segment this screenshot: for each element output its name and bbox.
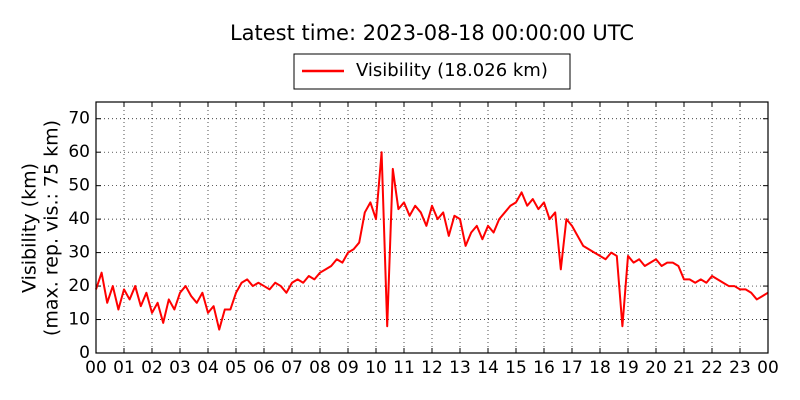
x-tick-label: 05 <box>225 358 247 378</box>
x-tick-label: 08 <box>309 358 331 378</box>
chart-title: Latest time: 2023-08-18 00:00:00 UTC <box>230 21 634 45</box>
y-tick-label: 20 <box>68 276 90 296</box>
x-tick-label: 03 <box>169 358 191 378</box>
x-tick-label: 15 <box>505 358 527 378</box>
data-line <box>95 151 769 331</box>
y-tick-label: 70 <box>68 109 90 129</box>
plot-frame <box>95 101 769 354</box>
legend-label: Visibility (18.026 km) <box>356 60 548 81</box>
x-tick-label: 19 <box>617 358 639 378</box>
y-tick-label: 30 <box>68 243 90 263</box>
x-tick-label: 02 <box>141 358 163 378</box>
y-tick-label: 40 <box>68 209 90 229</box>
x-tick-label: 06 <box>253 358 275 378</box>
x-tick-label: 17 <box>561 358 583 378</box>
y-tick-label: 50 <box>68 176 90 196</box>
x-tick-label: 16 <box>533 358 555 378</box>
x-tick-label: 11 <box>393 358 415 378</box>
x-tick-label: 00 <box>757 358 779 378</box>
x-tick-label: 10 <box>365 358 387 378</box>
x-tick-label: 14 <box>477 358 499 378</box>
x-tick-label: 04 <box>197 358 219 378</box>
x-tick-label: 00 <box>85 358 107 378</box>
x-tick-label: 20 <box>645 358 667 378</box>
y-axis-label: Visibility (km) <box>19 163 41 293</box>
y-tick-label: 0 <box>79 343 90 363</box>
x-tick-label: 18 <box>589 358 611 378</box>
x-tick-label: 21 <box>673 358 695 378</box>
x-tick-label: 23 <box>729 358 751 378</box>
x-tick-label: 12 <box>421 358 443 378</box>
y-tick-label: 60 <box>68 142 90 162</box>
x-tick-label: 09 <box>337 358 359 378</box>
y-tick-label: 10 <box>68 310 90 330</box>
x-tick-label: 01 <box>113 358 135 378</box>
x-tick-label: 13 <box>449 358 471 378</box>
y-axis-label: (max. rep. vis.: 75 km) <box>41 120 63 336</box>
x-tick-label: 22 <box>701 358 723 378</box>
x-tick-label: 07 <box>281 358 303 378</box>
